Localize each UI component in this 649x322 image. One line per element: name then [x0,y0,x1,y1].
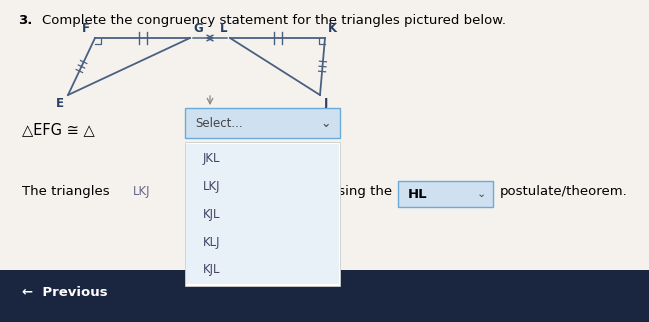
Text: KJL: KJL [203,207,221,221]
Text: LKJ: LKJ [203,179,221,193]
Text: KJL: KJL [203,263,221,277]
Text: ⌄: ⌄ [321,117,331,129]
Text: KLJ: KLJ [203,235,221,249]
Text: ←  Previous: ← Previous [22,286,108,299]
Text: J: J [324,97,328,110]
Text: G: G [193,22,202,35]
Bar [0,270,649,322]
Bar [186,172,339,200]
Text: L: L [219,22,227,35]
Text: postulate/theorem.: postulate/theorem. [500,185,628,198]
Bar [186,200,339,228]
Text: F: F [82,22,90,35]
Text: congruent using the: congruent using the [257,185,392,198]
Text: 3.: 3. [18,14,32,27]
Bar [186,144,339,172]
Text: The triangles: The triangles [22,185,110,198]
Bar [0,0,649,270]
Text: HL: HL [408,187,428,201]
Text: ⌄: ⌄ [476,189,485,199]
Bar [185,108,340,138]
Text: JKL: JKL [203,151,221,165]
Text: Select...: Select... [195,117,243,129]
Text: △EFG ≅ △: △EFG ≅ △ [22,122,95,137]
Bar [185,142,340,286]
Text: E: E [56,97,64,110]
Bar [186,256,339,284]
Text: LKJ: LKJ [133,185,151,198]
Text: Complete the congruency statement for the triangles pictured below.: Complete the congruency statement for th… [42,14,506,27]
Bar [186,228,339,256]
Bar [398,181,493,207]
Text: K: K [328,22,337,35]
